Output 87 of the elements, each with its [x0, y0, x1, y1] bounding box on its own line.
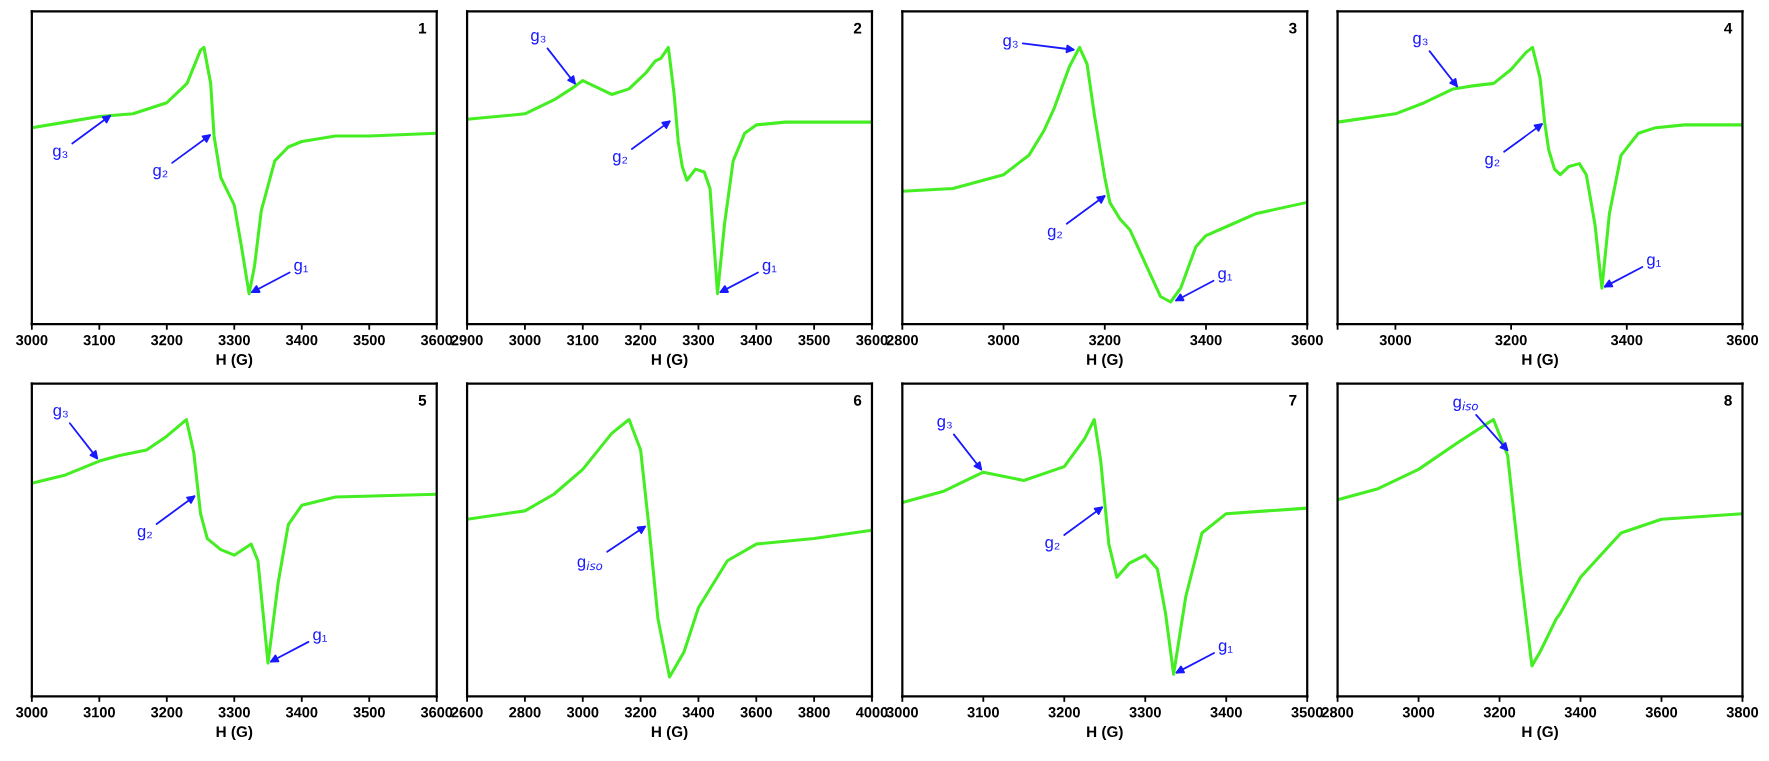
x-tick-label: 3500 [353, 707, 385, 718]
annotation: g₂ [612, 153, 628, 166]
annotation: g₂ [1047, 227, 1063, 241]
x-tick-label: 3400 [682, 707, 715, 718]
x-tick-label: 3200 [1495, 334, 1527, 346]
x-tick-label: 3600 [420, 334, 453, 346]
annotation: g₁ [1647, 256, 1661, 269]
annotation: g₂ [1485, 155, 1500, 169]
x-tick-label: 4000 [855, 707, 888, 718]
x-axis-title: H (G) [1522, 353, 1558, 368]
x-tick-label: 2800 [509, 707, 541, 718]
chart-title: 4 [1724, 22, 1733, 34]
x-tick-label: 3100 [967, 707, 999, 718]
chart-title: 7 [1289, 395, 1297, 406]
chart-title: 1 [419, 22, 427, 34]
x-tick-label: 3300 [218, 707, 250, 718]
x-tick-label: 3500 [1291, 707, 1323, 718]
annotation: g₃ [1003, 37, 1018, 50]
annotation: g₂ [1045, 539, 1060, 552]
x-tick-label: 2900 [451, 334, 483, 346]
x-tick-label: 3600 [1291, 334, 1323, 346]
x-axis-title: H (G) [1087, 353, 1123, 368]
x-tick-label: 3400 [285, 707, 318, 718]
annotation: g₃ [53, 147, 68, 160]
x-tick-label: 3300 [1129, 707, 1161, 718]
annotation: g₁ [1218, 270, 1233, 283]
x-tick-label: 3600 [1645, 707, 1678, 718]
x-tick-label: 3000 [15, 334, 48, 346]
x-tick-label: 3000 [509, 334, 541, 346]
x-tick-label: 3400 [1610, 334, 1643, 346]
chart-title: 3 [1288, 22, 1297, 34]
x-tick-label: 3400 [740, 334, 772, 346]
annotation: g$_{iso}$ [1453, 398, 1478, 411]
annotation: g₁ [294, 261, 309, 275]
x-tick-label: 2800 [886, 334, 918, 346]
annotation: g₂ [137, 527, 152, 541]
x-tick-label: 3200 [150, 707, 183, 718]
x-axis-title: H (G) [1087, 725, 1123, 741]
x-tick-label: 3100 [83, 707, 115, 718]
x-tick-label: 3400 [285, 334, 318, 346]
x-tick-label: 3200 [624, 707, 657, 718]
x-tick-label: 3800 [1726, 707, 1759, 718]
annotation: g₁ [1218, 642, 1233, 655]
x-tick-label: 3000 [987, 334, 1020, 346]
x-tick-label: 3000 [566, 707, 599, 718]
annotation: g₃ [53, 407, 68, 420]
annotation: g₃ [531, 32, 546, 45]
chart-title: 5 [418, 395, 427, 406]
x-axis-title: H (G) [651, 725, 688, 741]
x-axis-title: H (G) [1522, 725, 1558, 741]
x-tick-label: 3000 [886, 707, 918, 718]
x-tick-label: 3500 [798, 334, 830, 346]
x-tick-label: 3200 [150, 334, 183, 346]
x-axis-title: H (G) [216, 353, 253, 368]
x-tick-label: 3000 [15, 707, 48, 718]
chart-title: 6 [853, 394, 862, 406]
x-tick-label: 3000 [1402, 707, 1435, 718]
x-tick-label: 3000 [1379, 334, 1412, 346]
x-tick-label: 3200 [1483, 707, 1516, 718]
x-tick-label: 3300 [682, 334, 715, 346]
annotation: g₃ [1413, 34, 1428, 48]
x-tick-label: 3200 [1088, 334, 1121, 346]
x-tick-label: 3800 [798, 707, 830, 718]
x-tick-label: 3100 [83, 334, 115, 346]
chart-title: 8 [1724, 394, 1732, 406]
x-tick-label: 3600 [740, 707, 772, 718]
x-tick-label: 3300 [218, 334, 250, 346]
x-tick-label: 3400 [1210, 707, 1242, 718]
x-tick-label: 3600 [856, 334, 888, 346]
x-tick-label: 3400 [1564, 707, 1597, 718]
annotation: g₂ [153, 166, 168, 180]
x-tick-label: 3200 [1048, 707, 1080, 718]
x-tick-label: 3200 [624, 334, 657, 346]
x-tick-label: 3400 [1190, 334, 1222, 346]
x-axis-title: H (G) [651, 353, 688, 368]
x-tick-label: 2600 [451, 707, 483, 718]
x-tick-label: 3600 [420, 707, 453, 718]
x-tick-label: 3600 [1726, 334, 1759, 346]
annotation: g₃ [937, 418, 952, 431]
x-tick-label: 3500 [353, 334, 385, 346]
x-tick-label: 2800 [1321, 707, 1354, 718]
annotation: g$_{iso}$ [577, 558, 603, 571]
x-axis-title: H (G) [216, 725, 253, 741]
annotation: g₁ [313, 631, 327, 644]
x-tick-label: 3100 [566, 334, 599, 346]
chart-title: 2 [853, 22, 862, 34]
annotation: g₁ [762, 261, 777, 275]
